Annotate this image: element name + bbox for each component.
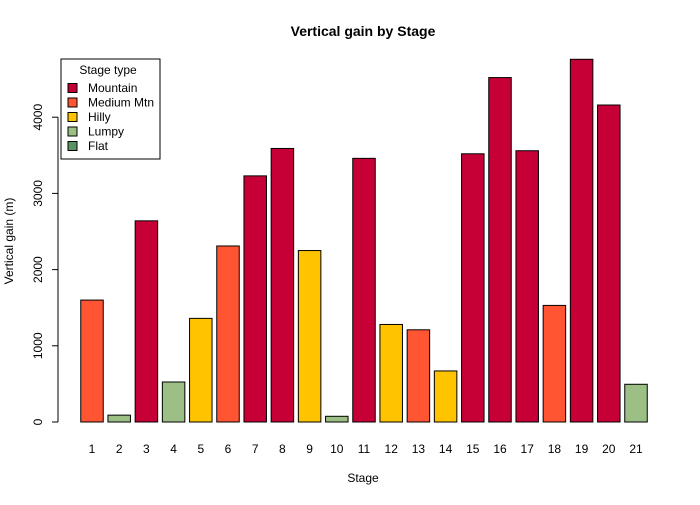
bar-stage-6: [216, 245, 240, 423]
x-axis-label: Stage: [347, 471, 379, 485]
chart-title: Vertical gain by Stage: [291, 23, 436, 39]
x-tick-labels: 1 2 3 4 5 6 7 8 9 10 11 12 13 14 15 16 17 18 19 20 21: [89, 442, 643, 456]
legend-swatch: [67, 83, 78, 93]
x-tick-label: 6: [225, 442, 232, 456]
bar-stage-7: [243, 175, 267, 423]
x-tick-label: 7: [252, 442, 259, 456]
x-tick-label: 20: [602, 442, 616, 456]
bars-group: [80, 58, 648, 423]
x-tick-label: 3: [143, 442, 150, 456]
x-tick-label: 10: [330, 442, 344, 456]
y-axis: 0 1000 2000 3000 4000: [31, 104, 59, 425]
legend-label: Medium Mtn: [88, 96, 154, 110]
bar-stage-15: [461, 153, 485, 423]
x-tick-label: 12: [385, 442, 399, 456]
bar-stage-2: [107, 414, 131, 423]
bar-stage-4: [161, 381, 186, 423]
x-tick-label: 15: [466, 442, 480, 456]
legend-swatch: [67, 112, 78, 122]
y-tick-label: 3000: [31, 180, 45, 207]
y-tick-label: 0: [31, 418, 45, 425]
legend-swatch: [67, 126, 78, 137]
bar-stage-10: [325, 415, 349, 423]
legend-label: Lumpy: [88, 125, 124, 139]
legend-title: Stage type: [79, 63, 137, 77]
legend-swatch: [67, 141, 78, 151]
bar-stage-18: [542, 304, 567, 423]
y-tick-label: 4000: [31, 104, 45, 131]
x-tick-label: 18: [548, 442, 562, 456]
bar-stage-1: [80, 299, 104, 423]
bar-stage-17: [515, 150, 539, 423]
bar-stage-21: [624, 383, 648, 423]
x-tick-label: 9: [306, 442, 313, 456]
x-tick-label: 16: [493, 442, 507, 456]
x-tick-label: 2: [116, 442, 123, 456]
y-tick-label: 1000: [31, 332, 45, 359]
bar-stage-11: [352, 157, 376, 423]
legend-label: Mountain: [88, 81, 137, 95]
x-tick-label: 11: [358, 442, 371, 456]
bar-stage-19: [569, 58, 594, 423]
bar-stage-12: [379, 323, 403, 423]
x-tick-label: 4: [170, 442, 177, 456]
x-tick-label: 8: [279, 442, 286, 456]
legend-label: Hilly: [88, 110, 111, 124]
x-tick-label: 14: [439, 442, 453, 456]
x-tick-label: 5: [197, 442, 204, 456]
legend-swatch: [67, 97, 78, 108]
bar-stage-14: [433, 370, 458, 423]
y-tick-label: 2000: [31, 256, 45, 283]
y-axis-label: Vertical gain (m): [2, 198, 16, 285]
bar-stage-3: [134, 220, 159, 423]
x-tick-label: 17: [521, 442, 535, 456]
bar-stage-20: [597, 104, 621, 423]
bar-stage-9: [297, 250, 322, 423]
bar-stage-8: [270, 147, 295, 423]
bar-stage-5: [189, 317, 213, 423]
x-tick-label: 21: [629, 442, 643, 456]
legend-label: Flat: [88, 139, 109, 153]
bar-stage-16: [488, 77, 512, 423]
x-tick-label: 13: [412, 442, 426, 456]
x-tick-label: 19: [575, 442, 589, 456]
x-tick-label: 1: [89, 442, 96, 456]
bar-stage-13: [406, 329, 431, 423]
